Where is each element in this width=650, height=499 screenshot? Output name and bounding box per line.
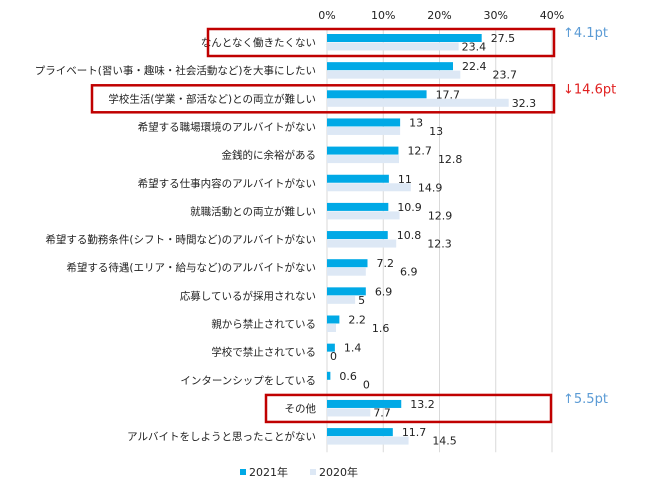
category-label: 希望する仕事内容のアルバイトがない (138, 177, 316, 190)
change-annotation: ↓14.6pt (563, 82, 616, 97)
data-label: 23.7 (493, 69, 518, 82)
data-label: 32.3 (512, 97, 537, 110)
data-label: 27.5 (491, 32, 516, 45)
category-label: 学校生活(学業・部活など)との両立が難しい (108, 92, 316, 105)
category-label: 学校で禁止されている (211, 346, 316, 359)
data-label: 14.9 (418, 181, 443, 194)
bar-2021 (327, 287, 366, 296)
bar-2021 (327, 399, 402, 408)
x-tick-label: 0% (318, 9, 335, 22)
category-label: インターンシップをしている (180, 375, 316, 387)
data-label: 14.5 (432, 435, 457, 448)
bar-2021 (327, 146, 399, 155)
data-label: 17.7 (436, 88, 461, 101)
bar-2021 (327, 118, 401, 127)
data-label: 5 (358, 294, 365, 307)
category-label: 金銭的に余裕がある (222, 149, 317, 162)
bar-2021 (327, 315, 340, 324)
category-label: 希望する勤務条件(シフト・時間など)のアルバイトがない (45, 233, 316, 246)
change-annotation: ↑5.5pt (563, 392, 608, 407)
data-label: 0 (363, 378, 370, 391)
x-tick-label: 20% (427, 9, 451, 22)
data-label: 0 (330, 350, 337, 363)
category-label: プライベート(習い事・趣味・社会活動など)を大事にしたい (35, 64, 316, 77)
category-label: その他 (285, 402, 317, 415)
data-label: 0.6 (339, 370, 357, 383)
category-label: なんとなく働きたくない (201, 36, 316, 49)
bar-2021 (327, 371, 331, 380)
bar-2020 (327, 211, 400, 220)
category-label: 親から禁止されている (211, 318, 316, 331)
bar-2021 (327, 174, 389, 183)
bar-2021 (327, 231, 388, 240)
x-tick-label: 40% (540, 9, 564, 22)
bar-2021 (327, 202, 389, 211)
data-label: 10.9 (397, 201, 422, 214)
bar-2020 (327, 42, 459, 51)
x-tick-label: 30% (484, 9, 508, 22)
bar-2021 (327, 34, 482, 42)
bar-2020 (327, 295, 356, 304)
category-label: 希望する職場環境のアルバイトがない (138, 120, 316, 133)
data-label: 6.9 (400, 266, 418, 279)
bar-2020 (327, 155, 399, 164)
data-label: 11 (398, 173, 412, 186)
data-label: 12.7 (407, 145, 432, 158)
bar-2021 (327, 90, 427, 99)
legend-swatch (310, 469, 316, 475)
category-label: アルバイトをしようと思ったことがない (127, 430, 316, 443)
category-label: 希望する待遇(エリア・給与など)のアルバイトがない (66, 261, 316, 274)
data-label: 22.4 (462, 60, 487, 73)
data-label: 6.9 (375, 285, 393, 298)
data-label: 2.2 (348, 314, 366, 327)
bar-2020 (327, 183, 411, 192)
highlight-box (206, 27, 556, 58)
legend-swatch (240, 469, 246, 475)
legend-label: 2021年 (249, 465, 288, 479)
highlight-box (90, 84, 556, 114)
category-label: 就職活動との両立が難しい (190, 205, 316, 218)
bar-2021 (327, 428, 393, 437)
x-tick-label: 10% (371, 9, 395, 22)
highlight-box (264, 393, 553, 424)
bar-2021 (327, 343, 335, 352)
data-label: 7.2 (377, 257, 395, 270)
bar-2020 (327, 436, 409, 445)
bar-2021 (327, 259, 368, 268)
data-label: 13.2 (410, 398, 435, 411)
bar-2020 (327, 267, 366, 276)
bar-2020 (327, 126, 401, 135)
change-annotation: ↑4.1pt (563, 26, 608, 41)
data-label: 12.8 (438, 153, 463, 166)
bar-2021 (327, 62, 453, 71)
data-label: 13 (409, 116, 423, 129)
bar-2020 (327, 70, 461, 79)
legend-label: 2020年 (319, 465, 358, 479)
data-label: 10.8 (397, 229, 422, 242)
data-label: 7.7 (373, 406, 391, 419)
bar-2020 (327, 408, 371, 417)
data-label: 23.4 (462, 41, 487, 54)
data-label: 11.7 (402, 426, 427, 439)
bar-2020 (327, 98, 509, 107)
data-label: 1.4 (344, 342, 362, 355)
bar-2020 (327, 239, 397, 248)
data-label: 1.6 (372, 322, 390, 335)
bar-2020 (327, 324, 336, 332)
data-label: 12.3 (427, 238, 452, 251)
data-label: 13 (429, 125, 443, 138)
data-label: 12.9 (428, 209, 453, 222)
category-label: 応募しているが採用されない (180, 289, 316, 302)
